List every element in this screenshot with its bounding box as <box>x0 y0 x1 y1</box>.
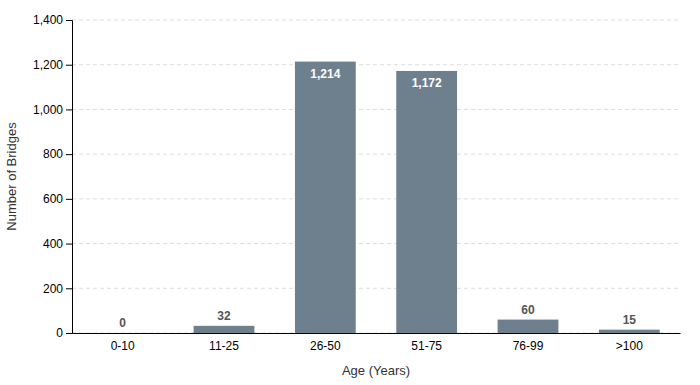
tick-label: 76-99 <box>513 339 544 353</box>
tick-mark <box>66 244 72 245</box>
data-label: 32 <box>217 309 231 323</box>
tick-mark <box>66 288 72 289</box>
tick-label: 26-50 <box>310 339 341 353</box>
y-axis-title: Number of Bridges <box>4 122 19 231</box>
tick-label: 51-75 <box>411 339 442 353</box>
grid-line <box>72 64 680 65</box>
tick-label: 0 <box>56 326 63 340</box>
tick-label: 600 <box>43 192 63 206</box>
tick: 800 <box>43 147 72 161</box>
tick: 26-50 <box>310 339 341 353</box>
tick-label: 800 <box>43 147 63 161</box>
tick: 76-99 <box>513 339 544 353</box>
tick-mark <box>66 154 72 155</box>
data-label: 60 <box>521 303 535 317</box>
data-label: 15 <box>623 313 637 327</box>
tick: 51-75 <box>411 339 442 353</box>
tick-label: >100 <box>616 339 643 353</box>
chart: 02004006008001,0001,2001,4000-1011-2526-… <box>0 0 700 385</box>
grid-line <box>72 198 680 199</box>
bar <box>92 333 153 334</box>
grid-line <box>72 243 680 244</box>
bar <box>396 71 457 333</box>
grid-line <box>72 109 680 110</box>
tick: 1,200 <box>33 58 72 72</box>
data-label: 1,214 <box>310 67 340 81</box>
axis-line <box>66 21 73 334</box>
tick: >100 <box>616 339 643 353</box>
tick: 1,400 <box>33 13 72 27</box>
tick-mark <box>66 20 72 21</box>
tick: 1,000 <box>33 103 72 117</box>
axis-line <box>73 333 681 334</box>
bar <box>498 320 559 333</box>
tick-label: 400 <box>43 237 63 251</box>
grid-line <box>72 288 680 289</box>
tick: 200 <box>43 282 72 296</box>
tick-label: 200 <box>43 282 63 296</box>
bar <box>194 326 255 333</box>
x-axis: 0-10 11-25 26-50 51-75 76-99 >100 <box>73 334 681 353</box>
tick-mark <box>66 333 72 334</box>
data-label: 0 <box>119 316 126 330</box>
tick: 600 <box>43 192 72 206</box>
tick-label: 1,400 <box>33 13 63 27</box>
tick-mark <box>66 65 72 66</box>
data-labels: 0 32 1,214 1,172 60 15 <box>119 67 636 330</box>
grid-line <box>72 20 680 21</box>
tick: 11-25 <box>209 339 239 353</box>
tick: 0-10 <box>111 339 135 353</box>
plot: 02004006008001,0001,2001,4000-1011-2526-… <box>33 13 681 352</box>
grid-line <box>72 333 680 334</box>
x-axis-title: Age (Years) <box>342 363 410 378</box>
tick: 400 <box>43 237 72 251</box>
tick: 0 <box>56 326 72 340</box>
tick-mark <box>66 199 72 200</box>
grid <box>72 20 680 333</box>
bar <box>295 62 356 333</box>
tick-label: 11-25 <box>209 339 239 353</box>
data-label: 1,172 <box>412 76 442 90</box>
tick-label: 1,200 <box>33 58 63 72</box>
bars <box>194 62 660 333</box>
tick-label: 0-10 <box>111 339 135 353</box>
y-axis: 0 200 400 600 800 1,000 1,200 1,400 <box>33 13 73 340</box>
grid-line <box>72 154 680 155</box>
tick-mark <box>66 109 72 110</box>
bar <box>599 330 660 333</box>
tick-label: 1,000 <box>33 103 63 117</box>
